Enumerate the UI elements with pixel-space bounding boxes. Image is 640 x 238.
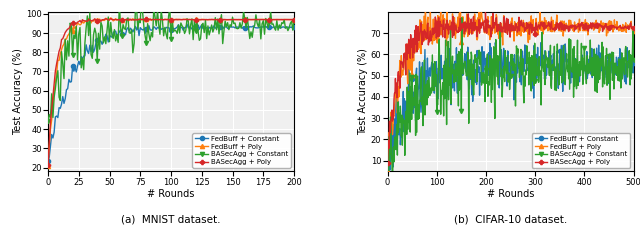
BASecAgg + Poly <box>67 25 74 27</box>
BASecAgg + Constant <box>134 28 141 30</box>
Line: BASecAgg + Constant: BASecAgg + Constant <box>46 0 296 123</box>
Line: FedBuff + Constant: FedBuff + Constant <box>46 22 296 163</box>
BASecAgg + Constant <box>44 120 52 123</box>
FedBuff + Constant <box>45 156 53 159</box>
FedBuff + Constant <box>537 41 545 44</box>
FedBuff + Poly <box>107 16 115 19</box>
FedBuff + Poly <box>456 5 464 7</box>
FedBuff + Poly <box>474 37 481 40</box>
Line: FedBuff + Constant: FedBuff + Constant <box>385 40 636 170</box>
FedBuff + Constant <box>473 49 481 52</box>
Line: BASecAgg + Poly: BASecAgg + Poly <box>385 10 636 165</box>
FedBuff + Poly <box>67 30 74 33</box>
BASecAgg + Poly <box>45 142 53 145</box>
BASecAgg + Poly <box>546 25 554 28</box>
FedBuff + Constant <box>67 81 74 84</box>
BASecAgg + Constant <box>45 113 53 116</box>
BASecAgg + Constant <box>546 64 554 67</box>
BASecAgg + Constant <box>588 56 596 59</box>
FedBuff + Poly <box>384 171 392 174</box>
BASecAgg + Poly <box>455 26 463 29</box>
FedBuff + Constant <box>183 23 191 25</box>
Y-axis label: Test Accuracy (%): Test Accuracy (%) <box>13 48 23 135</box>
BASecAgg + Poly <box>107 17 115 20</box>
BASecAgg + Constant <box>543 60 551 63</box>
FedBuff + Constant <box>384 167 392 169</box>
BASecAgg + Poly <box>179 18 186 21</box>
FedBuff + Poly <box>630 30 637 33</box>
BASecAgg + Constant <box>290 19 298 22</box>
Y-axis label: Test Accuracy (%): Test Accuracy (%) <box>358 48 368 135</box>
BASecAgg + Poly <box>290 18 298 21</box>
FedBuff + Poly <box>445 29 452 32</box>
BASecAgg + Poly <box>588 28 596 30</box>
Line: FedBuff + Poly: FedBuff + Poly <box>46 16 296 168</box>
FedBuff + Constant <box>543 74 550 76</box>
Text: (b)  CIFAR-10 dataset.: (b) CIFAR-10 dataset. <box>454 214 567 224</box>
FedBuff + Poly <box>45 144 53 147</box>
BASecAgg + Constant <box>384 154 392 156</box>
Line: BASecAgg + Poly: BASecAgg + Poly <box>46 16 296 168</box>
BASecAgg + Constant <box>179 25 186 27</box>
FedBuff + Constant <box>445 52 452 55</box>
FedBuff + Constant <box>588 47 596 50</box>
Line: BASecAgg + Constant: BASecAgg + Constant <box>385 16 636 193</box>
FedBuff + Poly <box>148 18 156 21</box>
BASecAgg + Constant <box>271 27 278 30</box>
BASecAgg + Poly <box>630 27 637 30</box>
BASecAgg + Constant <box>458 16 466 19</box>
BASecAgg + Poly <box>44 164 52 167</box>
BASecAgg + Constant <box>456 89 463 92</box>
BASecAgg + Poly <box>445 33 452 35</box>
Line: FedBuff + Poly: FedBuff + Poly <box>385 4 636 174</box>
FedBuff + Poly <box>135 18 143 21</box>
BASecAgg + Poly <box>384 161 392 164</box>
FedBuff + Constant <box>290 26 298 29</box>
FedBuff + Constant <box>546 61 554 64</box>
FedBuff + Poly <box>179 18 186 21</box>
FedBuff + Poly <box>271 18 278 21</box>
BASecAgg + Constant <box>474 55 482 58</box>
FedBuff + Poly <box>543 25 550 28</box>
BASecAgg + Constant <box>67 22 74 25</box>
FedBuff + Constant <box>177 26 185 29</box>
FedBuff + Constant <box>44 159 52 162</box>
BASecAgg + Poly <box>271 18 278 21</box>
FedBuff + Constant <box>271 26 278 29</box>
X-axis label: # Rounds: # Rounds <box>147 189 195 199</box>
BASecAgg + Poly <box>135 18 143 21</box>
FedBuff + Constant <box>147 29 155 32</box>
Legend: FedBuff + Constant, FedBuff + Poly, BASecAgg + Constant, BASecAgg + Poly: FedBuff + Constant, FedBuff + Poly, BASe… <box>532 133 630 168</box>
X-axis label: # Rounds: # Rounds <box>487 189 534 199</box>
BASecAgg + Poly <box>148 18 156 21</box>
BASecAgg + Poly <box>482 11 490 14</box>
FedBuff + Constant <box>630 62 637 64</box>
FedBuff + Poly <box>44 165 52 168</box>
Legend: FedBuff + Constant, FedBuff + Poly, BASecAgg + Constant, BASecAgg + Poly: FedBuff + Constant, FedBuff + Poly, BASe… <box>193 133 291 168</box>
FedBuff + Constant <box>455 68 463 70</box>
Text: (a)  MNIST dataset.: (a) MNIST dataset. <box>121 214 221 224</box>
BASecAgg + Constant <box>385 189 392 192</box>
FedBuff + Poly <box>290 18 298 21</box>
BASecAgg + Poly <box>543 25 550 27</box>
FedBuff + Poly <box>546 27 554 30</box>
BASecAgg + Poly <box>473 35 481 38</box>
FedBuff + Constant <box>134 25 141 28</box>
BASecAgg + Constant <box>445 67 453 69</box>
FedBuff + Poly <box>588 24 596 26</box>
BASecAgg + Constant <box>148 35 156 38</box>
FedBuff + Poly <box>455 23 463 26</box>
BASecAgg + Constant <box>630 59 637 62</box>
